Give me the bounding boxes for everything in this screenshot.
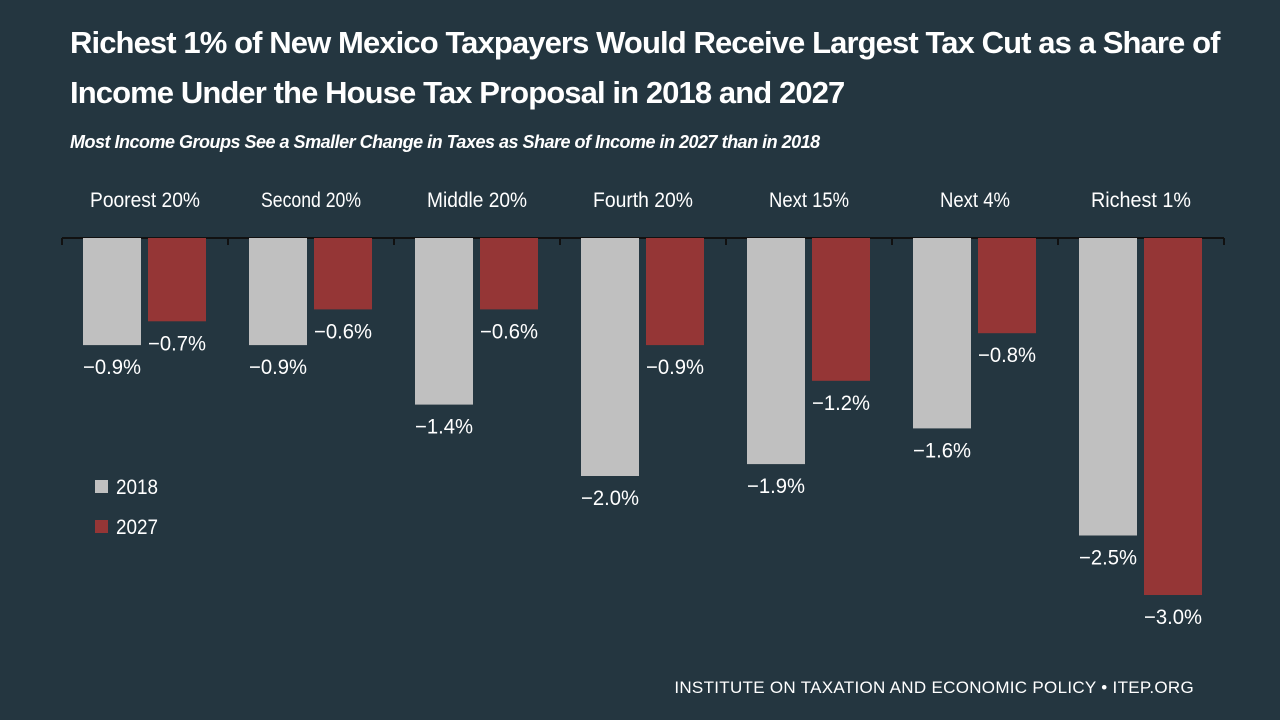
data-label: −2.5% — [1079, 547, 1137, 570]
bar-2027 — [314, 238, 372, 310]
bar-2018 — [747, 238, 805, 465]
data-label: −0.8% — [978, 344, 1036, 367]
category-label: Next 15% — [769, 189, 849, 212]
bar-2018 — [249, 238, 307, 346]
data-label: −0.9% — [249, 356, 307, 379]
data-label: −3.0% — [1144, 606, 1202, 629]
chart-title: Richest 1% of New Mexico Taxpayers Would… — [70, 25, 1220, 110]
data-label: −2.0% — [581, 487, 639, 510]
category-label: Poorest 20% — [90, 189, 200, 212]
legend-swatch-2018 — [95, 480, 108, 493]
data-label: −1.6% — [913, 439, 971, 462]
category-label: Fourth 20% — [593, 189, 693, 212]
data-label: −0.9% — [83, 356, 141, 379]
bar-2027 — [1144, 238, 1202, 595]
legend-label: 2027 — [116, 516, 158, 539]
data-label: −1.2% — [812, 392, 870, 415]
bar-2027 — [812, 238, 870, 381]
category-label: Second 20% — [261, 189, 361, 212]
category-label: Richest 1% — [1091, 189, 1191, 212]
legend-label: 2018 — [116, 476, 158, 499]
footer-credit: INSTITUTE ON TAXATION AND ECONOMIC POLIC… — [674, 678, 1194, 697]
data-label: −1.4% — [415, 416, 473, 439]
bar-2027 — [148, 238, 206, 322]
bar-2018 — [1079, 238, 1137, 536]
chart-subtitle: Most Income Groups See a Smaller Change … — [70, 132, 820, 152]
data-label: −0.6% — [480, 320, 538, 343]
data-label: −1.9% — [747, 475, 805, 498]
category-label: Next 4% — [940, 189, 1010, 212]
data-label: −0.6% — [314, 320, 372, 343]
bar-2027 — [978, 238, 1036, 334]
bar-2027 — [480, 238, 538, 310]
category-label: Middle 20% — [427, 189, 527, 212]
bar-2018 — [913, 238, 971, 429]
bar-2027 — [646, 238, 704, 346]
legend-swatch-2027 — [95, 520, 108, 533]
bar-2018 — [415, 238, 473, 405]
data-label: −0.9% — [646, 356, 704, 379]
bar-2018 — [83, 238, 141, 346]
data-label: −0.7% — [148, 332, 206, 355]
bar-2018 — [581, 238, 639, 476]
